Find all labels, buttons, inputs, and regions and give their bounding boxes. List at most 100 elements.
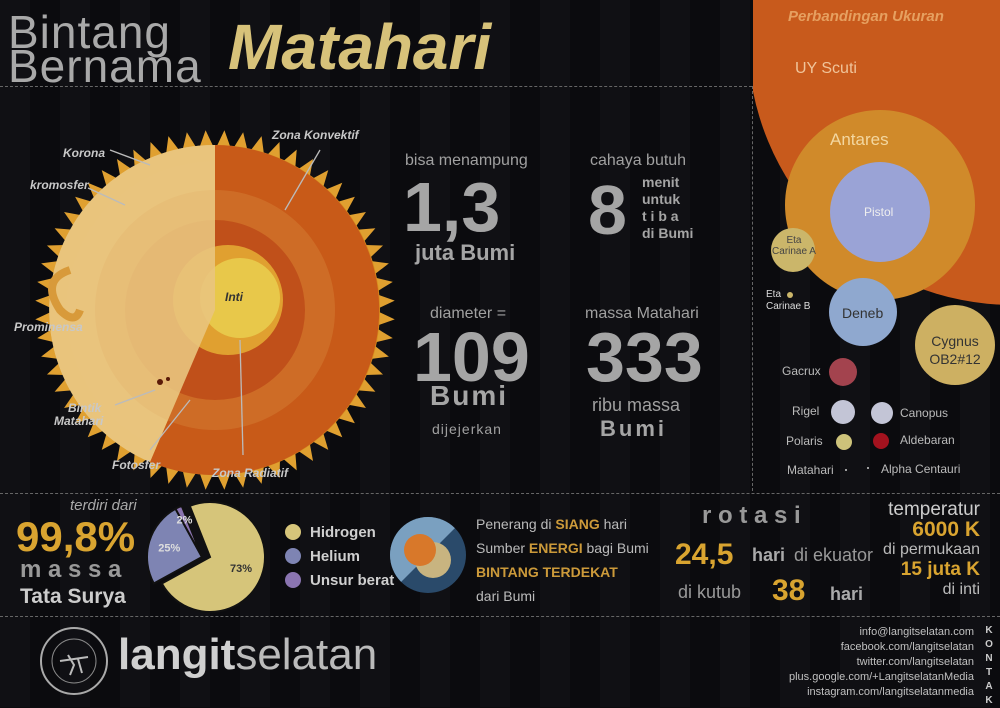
title-main: Matahari (228, 11, 492, 83)
divider (0, 616, 1000, 617)
mass-post2: Bumi (600, 416, 667, 441)
label-kromosfer: kromosfer (30, 178, 89, 192)
contact-label: KONTAK (985, 625, 993, 706)
pie-label: 25% (158, 542, 180, 554)
label-gacrux: Gacrux (782, 364, 821, 378)
light-l2: untuk (642, 191, 681, 207)
divider (0, 86, 752, 87)
label-aldebaran: Aldebaran (900, 433, 955, 447)
label-polaris: Polaris (786, 434, 823, 448)
sun-moon-icon (390, 517, 466, 593)
brand-bold: langit (118, 630, 236, 679)
star-aldebaran (873, 433, 889, 449)
fact-1: Penerang di SIANG hari (476, 512, 649, 536)
contact-email[interactable]: info@langitselatan.com (859, 626, 974, 638)
fact-2: Sumber ENERGI bagi Bumi (476, 536, 649, 560)
capacity-post: juta Bumi (415, 240, 516, 265)
label-korona: Korona (63, 146, 105, 160)
contact-twitter[interactable]: twitter.com/langitselatan (856, 656, 974, 668)
pie-label: 2% (176, 515, 192, 527)
legend-hidrogen: Hidrogen (310, 524, 376, 541)
fact-3: BINTANG TERDEKAT (476, 564, 618, 580)
rotation-pole-unit: hari (830, 584, 864, 604)
star-gacrux (829, 358, 857, 386)
label-eta-b-1: Eta (766, 289, 782, 300)
label-bintik-2: Matahari (54, 414, 104, 428)
composition-value: 99,8% (16, 513, 136, 560)
diameter-post2: dijejerkan (432, 421, 502, 437)
legend-marker-unsur (285, 572, 301, 588)
star-eta-carinae-a (771, 228, 815, 272)
contact-facebook[interactable]: facebook.com/langitselatan (840, 641, 974, 653)
pie-slice-hidrogen (160, 501, 266, 613)
mass-post: ribu massa (592, 395, 681, 415)
brand-name: langitselatan (118, 630, 377, 680)
star-matahari (845, 469, 847, 471)
label-prominensa: Prominensa (14, 320, 83, 334)
rotation-pole-value: 38 (772, 574, 806, 607)
label-rigel: Rigel (792, 404, 820, 418)
label-eta-a-2: Carinae A (772, 246, 816, 257)
rotation-title: r o t a s i (702, 502, 801, 529)
star-cygnus (915, 305, 995, 385)
sun-diagram (35, 130, 395, 490)
diameter-value: 109 (413, 318, 530, 396)
label-eta-b-2: Carinae B (766, 301, 811, 312)
label-zona-konvektif: Zona Konvektif (272, 128, 359, 142)
label-canopus: Canopus (900, 406, 949, 420)
mass-value: 333 (586, 318, 703, 396)
capacity-pre: bisa menampung (405, 152, 528, 169)
fact-4: dari Bumi (476, 588, 536, 604)
light-pre: cahaya butuh (590, 152, 687, 169)
contact-instagram[interactable]: instagram.com/langitselatanmedia (807, 686, 974, 698)
temperature: temperatur 6000 K di permukaan 15 juta K… (883, 500, 980, 600)
title-line1: Bintang (8, 6, 172, 58)
label-bintik: Bintik (68, 401, 102, 415)
label-zona-radiatif: Zona Radiatif (212, 466, 289, 480)
star-deneb (829, 278, 897, 346)
contact-google-plus[interactable]: plus.google.com/+LangitselatanMedia (789, 671, 974, 683)
pie-legend-markers (285, 524, 301, 588)
mass-pre: massa Matahari (585, 305, 699, 322)
langitselatan-logo (40, 627, 108, 695)
diameter-post: Bumi (430, 380, 508, 411)
label-alpha-centauri: Alpha Centauri (881, 462, 961, 476)
temperature-surface-text: di permukaan (883, 541, 980, 558)
light-l1: menit (642, 174, 680, 190)
light-l4: di Bumi (642, 225, 694, 241)
star-alpha-centauri (867, 467, 869, 469)
fact-1a: Penerang di (476, 516, 556, 532)
sun-facts: Penerang di SIANG hari Sumber ENERGI bag… (476, 512, 649, 608)
capacity-value: 1,3 (403, 168, 501, 246)
composition-l2: Tata Surya (20, 585, 126, 608)
label-deneb: Deneb (842, 305, 884, 321)
pie-label: 73% (230, 563, 252, 575)
label-eta-a: Eta Carinae A (768, 235, 820, 257)
fact-1b: SIANG (555, 516, 600, 532)
label-antares: Antares (830, 130, 889, 149)
star-rigel (831, 400, 855, 424)
divider (0, 493, 1000, 494)
light-l3: t i b a (642, 208, 679, 224)
size-comparison (753, 0, 1000, 471)
composition-l1: m a s s a (20, 556, 122, 583)
legend-unsur-berat: Unsur berat (310, 572, 395, 589)
rotation-eq-text: di ekuator (794, 545, 874, 565)
temperature-surface-value: 6000 K (912, 518, 980, 541)
brand-thin: selatan (235, 630, 378, 679)
diameter-pre: diameter = (430, 305, 507, 322)
temperature-title: temperatur (888, 499, 980, 520)
label-uy-scuti: UY Scuti (795, 60, 857, 77)
pie-slice-helium (146, 507, 204, 585)
divider (752, 86, 753, 491)
rotation-eq-unit: hari (752, 545, 786, 565)
star-polaris (836, 434, 852, 450)
label-cygnus: Cygnus OB2#12 (915, 332, 995, 368)
label-pistol: Pistol (864, 205, 894, 219)
label-eta-b: Eta Carinae B (766, 289, 810, 313)
label-fotosfer: Fotosfer (112, 458, 160, 472)
fact-2a: Sumber (476, 540, 529, 556)
rotation-pole-text: di kutub (678, 582, 742, 602)
title-line2: Bernama (8, 40, 202, 92)
legend-marker-hidrogen (285, 524, 301, 540)
